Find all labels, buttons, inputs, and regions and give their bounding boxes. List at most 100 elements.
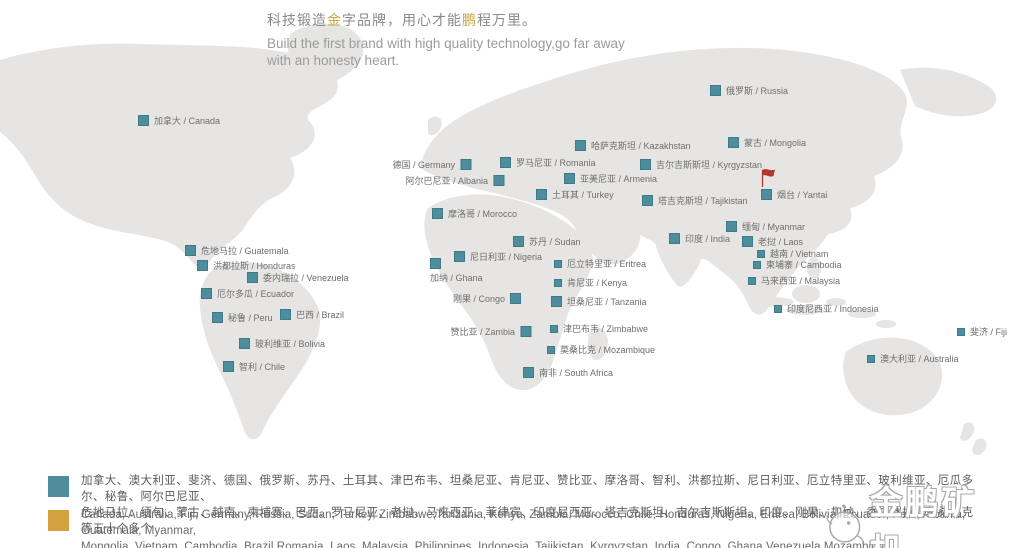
marker-square bbox=[710, 85, 721, 96]
map-marker-eritrea: 厄立特里亚 / Eritrea bbox=[554, 257, 646, 270]
title-english-line1: Build the first brand with high quality … bbox=[267, 36, 625, 51]
marker-label: 津巴布韦 / Zimbabwe bbox=[563, 324, 649, 334]
marker-label: 老挝 / Laos bbox=[758, 237, 804, 247]
marker-label: 缅甸 / Myanmar bbox=[742, 222, 806, 232]
map-marker-morocco: 摩洛哥 / Morocco bbox=[432, 207, 517, 220]
legend-chinese-line2: 危地马拉、缅甸、蒙古、越南、柬埔寨、巴西、罗马尼亚、老挝、马来西亚、菲律宾、印度… bbox=[81, 507, 974, 535]
marker-label: 加纳 / Ghana bbox=[430, 273, 483, 283]
marker-label: 危地马拉 / Guatemala bbox=[201, 246, 289, 256]
map-marker-tajikistan: 塔吉克斯坦 / Tajikistan bbox=[642, 194, 748, 207]
marker-square bbox=[726, 221, 737, 232]
map-marker-kyrgyzstan: 吉尔吉斯斯坦 / Kyrgyzstan bbox=[640, 158, 762, 171]
legend-chinese-line1: 加拿大、澳大利亚、斐济、德国、俄罗斯、苏丹、土耳其、津巴布韦、坦桑尼亚、肯尼亚、… bbox=[81, 475, 974, 503]
map-marker-kenya: 肯尼亚 / Kenya bbox=[554, 276, 627, 289]
marker-label: 赞比亚 / Zambia bbox=[450, 327, 515, 337]
marker-square bbox=[536, 189, 547, 200]
marker-label: 莫桑比克 / Mozambique bbox=[560, 345, 656, 355]
map-marker-venezuela: 委内瑞拉 / Venezuela bbox=[247, 271, 349, 284]
map-marker-vietnam: 越南 / Vietnam bbox=[757, 247, 828, 260]
map-marker-ghana: 加纳 / Ghana bbox=[430, 258, 483, 284]
map-marker-peru: 秘鲁 / Peru bbox=[212, 311, 273, 324]
marker-label: 塔吉克斯坦 / Tajikistan bbox=[658, 196, 748, 206]
marker-label: 苏丹 / Sudan bbox=[529, 237, 581, 247]
marker-square bbox=[761, 189, 772, 200]
marker-square bbox=[138, 115, 149, 126]
map-marker-zimbabwe: 津巴布韦 / Zimbabwe bbox=[550, 322, 648, 335]
map-marker-brazil: 巴西 / Brazil bbox=[280, 308, 344, 321]
brand-watermark: 金鹏矿机 bbox=[818, 476, 1012, 548]
marker-label: 烟台 / Yantai bbox=[777, 190, 828, 200]
marker-square bbox=[867, 354, 875, 363]
marker-square bbox=[669, 233, 680, 244]
marker-square bbox=[520, 326, 531, 337]
marker-square bbox=[757, 249, 765, 258]
marker-label: 肯尼亚 / Kenya bbox=[567, 278, 628, 288]
map-marker-india: 印度 / India bbox=[669, 232, 730, 245]
marker-label: 马来西亚 / Malaysia bbox=[761, 276, 841, 286]
marker-label: 罗马尼亚 / Romania bbox=[516, 158, 596, 168]
marker-square bbox=[564, 173, 575, 184]
map-marker-fiji: 斐济 / Fiji bbox=[957, 325, 1007, 338]
marker-label: 尼日利亚 / Nigeria bbox=[470, 252, 543, 262]
marker-square bbox=[554, 278, 562, 287]
map-marker-mozambique: 莫桑比克 / Mozambique bbox=[547, 343, 655, 356]
marker-square bbox=[430, 258, 441, 269]
map-marker-mongolia: 蒙古 / Mongolia bbox=[728, 136, 806, 149]
legend-text-english: Canada, Australia, Fiji, Germany, Russia… bbox=[81, 507, 981, 548]
marker-square bbox=[575, 140, 586, 151]
marker-square bbox=[753, 260, 761, 269]
map-marker-cambodia: 柬埔寨 / Cambodia bbox=[753, 258, 842, 271]
marker-label: 玻利维亚 / Bolivia bbox=[255, 339, 326, 349]
map-marker-australia: 澳大利亚 / Australia bbox=[867, 352, 959, 365]
marker-square bbox=[642, 195, 653, 206]
marker-square bbox=[640, 159, 651, 170]
map-marker-nigeria: 尼日利亚 / Nigeria bbox=[454, 250, 542, 263]
marker-square bbox=[432, 208, 443, 219]
marker-label: 洪都拉斯 / Honduras bbox=[213, 261, 296, 271]
marker-square bbox=[239, 338, 250, 349]
map-marker-malaysia: 马来西亚 / Malaysia bbox=[748, 274, 840, 287]
map-marker-russia: 俄罗斯 / Russia bbox=[710, 84, 788, 97]
marker-label: 加拿大 / Canada bbox=[154, 116, 221, 126]
marker-square bbox=[223, 361, 234, 372]
map-marker-sudan: 苏丹 / Sudan bbox=[513, 235, 581, 248]
map-marker-romania: 罗马尼亚 / Romania bbox=[500, 156, 596, 169]
marker-label: 土耳其 / Turkey bbox=[552, 190, 614, 200]
marker-square bbox=[185, 245, 196, 256]
marker-label: 德国 / Germany bbox=[392, 160, 455, 170]
marker-square bbox=[460, 159, 471, 170]
marker-square bbox=[728, 137, 739, 148]
map-marker-turkey: 土耳其 / Turkey bbox=[536, 188, 614, 201]
marker-square bbox=[197, 260, 208, 271]
marker-label: 柬埔寨 / Cambodia bbox=[766, 260, 842, 270]
map-marker-kazakhstan: 哈萨克斯坦 / Kazakhstan bbox=[575, 139, 691, 152]
marker-label: 印度 / India bbox=[685, 234, 731, 244]
marker-square bbox=[523, 367, 534, 378]
map-marker-yantai: 烟台 / Yantai bbox=[761, 169, 828, 201]
legend-row-english: Canada, Australia, Fiji, Germany, Russia… bbox=[48, 507, 981, 548]
marker-square bbox=[957, 327, 965, 336]
marker-label: 俄罗斯 / Russia bbox=[726, 86, 789, 96]
map-marker-germany: 德国 / Germany bbox=[392, 158, 471, 171]
map-marker-armenia: 亚美尼亚 / Armenia bbox=[564, 172, 657, 185]
marker-label: 斐济 / Fiji bbox=[970, 327, 1007, 337]
map-marker-laos: 老挝 / Laos bbox=[742, 235, 803, 248]
red-flag-icon bbox=[760, 168, 778, 193]
marker-label: 刚果 / Congo bbox=[452, 294, 505, 304]
map-marker-indonesia: 印度尼西亚 / Indonesia bbox=[774, 302, 879, 315]
map-marker-guatemala: 危地马拉 / Guatemala bbox=[185, 244, 289, 257]
map-marker-canada: 加拿大 / Canada bbox=[138, 114, 220, 127]
marker-square bbox=[454, 251, 465, 262]
marker-square bbox=[493, 175, 504, 186]
header: 科技锻造金字品牌，用心才能鹏程万里。 Build the first brand… bbox=[267, 10, 625, 69]
marker-square bbox=[550, 324, 558, 333]
map-marker-zambia: 赞比亚 / Zambia bbox=[450, 325, 531, 338]
map-marker-congo: 刚果 / Congo bbox=[453, 292, 521, 305]
title-chinese: 科技锻造金字品牌，用心才能鹏程万里。 bbox=[267, 12, 537, 28]
marker-square bbox=[742, 236, 753, 247]
map-marker-albania: 阿尔巴尼亚 / Albania bbox=[405, 174, 504, 187]
marker-label: 摩洛哥 / Morocco bbox=[448, 209, 518, 219]
title-english: Build the first brand with high quality … bbox=[267, 35, 625, 69]
marker-square bbox=[212, 312, 223, 323]
gold-char-peng: 鹏 bbox=[462, 12, 477, 28]
